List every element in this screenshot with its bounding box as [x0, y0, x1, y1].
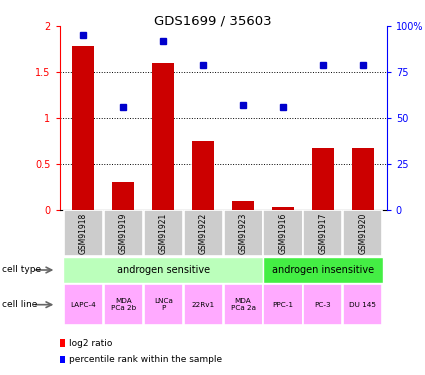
Text: GSM91919: GSM91919: [119, 213, 128, 254]
Text: log2 ratio: log2 ratio: [69, 339, 113, 348]
Text: GSM91917: GSM91917: [318, 213, 327, 254]
Text: MDA
PCa 2b: MDA PCa 2b: [111, 298, 136, 311]
Bar: [192, 141, 214, 210]
FancyBboxPatch shape: [144, 284, 183, 326]
FancyBboxPatch shape: [144, 210, 183, 256]
Bar: [112, 183, 134, 210]
FancyBboxPatch shape: [184, 210, 223, 256]
FancyBboxPatch shape: [104, 210, 143, 256]
FancyBboxPatch shape: [263, 257, 383, 283]
Text: cell type: cell type: [2, 266, 41, 274]
FancyBboxPatch shape: [264, 210, 303, 256]
Text: cell line: cell line: [2, 300, 37, 309]
Text: GSM91918: GSM91918: [79, 213, 88, 254]
Bar: [232, 201, 254, 210]
Text: androgen insensitive: androgen insensitive: [272, 265, 374, 275]
FancyBboxPatch shape: [184, 284, 223, 326]
Text: GSM91920: GSM91920: [358, 213, 367, 254]
Text: GSM91916: GSM91916: [278, 213, 287, 254]
Text: GSM91923: GSM91923: [238, 213, 248, 254]
Text: GSM91921: GSM91921: [159, 213, 168, 254]
Text: androgen sensitive: androgen sensitive: [117, 265, 210, 275]
FancyBboxPatch shape: [104, 284, 143, 326]
Bar: [152, 63, 174, 210]
FancyBboxPatch shape: [224, 210, 263, 256]
Text: GDS1699 / 35603: GDS1699 / 35603: [154, 15, 271, 28]
FancyBboxPatch shape: [343, 210, 382, 256]
FancyBboxPatch shape: [64, 284, 103, 326]
FancyBboxPatch shape: [63, 257, 263, 283]
FancyBboxPatch shape: [64, 210, 103, 256]
Bar: [312, 147, 334, 210]
Text: PC-3: PC-3: [314, 302, 331, 307]
FancyBboxPatch shape: [343, 284, 382, 326]
Bar: [272, 207, 294, 210]
Text: DU 145: DU 145: [349, 302, 376, 307]
Text: GSM91922: GSM91922: [198, 213, 208, 254]
Bar: [73, 46, 94, 210]
Text: 22Rv1: 22Rv1: [192, 302, 215, 307]
FancyBboxPatch shape: [224, 284, 263, 326]
Bar: [352, 147, 374, 210]
Text: MDA
PCa 2a: MDA PCa 2a: [231, 298, 255, 311]
Text: percentile rank within the sample: percentile rank within the sample: [69, 355, 222, 364]
FancyBboxPatch shape: [303, 210, 343, 256]
Text: PPC-1: PPC-1: [272, 302, 294, 307]
FancyBboxPatch shape: [303, 284, 343, 326]
Text: LAPC-4: LAPC-4: [71, 302, 96, 307]
FancyBboxPatch shape: [264, 284, 303, 326]
Text: LNCa
P: LNCa P: [154, 298, 173, 311]
